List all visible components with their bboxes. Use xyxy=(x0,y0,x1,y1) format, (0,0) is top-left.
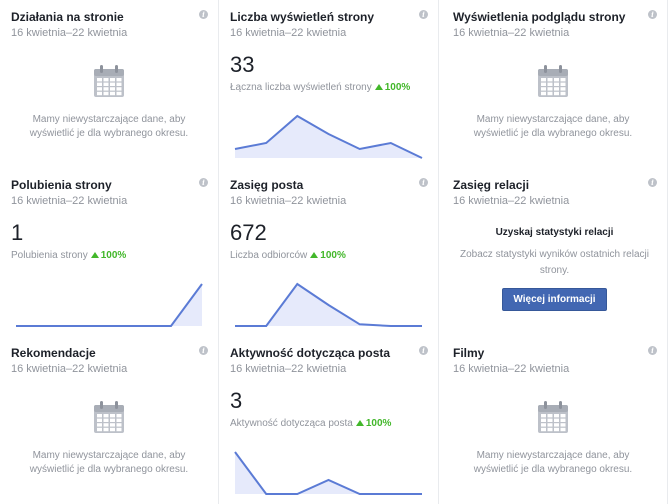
metric-value: 1 xyxy=(11,220,24,245)
arrow-up-icon xyxy=(374,84,383,90)
empty-message: Mamy niewystarczające dane, aby wyświetl… xyxy=(29,114,189,139)
info-icon[interactable]: i xyxy=(648,178,657,187)
more-info-button[interactable]: Więcej informacji xyxy=(502,288,607,311)
card-story-reach[interactable]: Zasięg relacji 16 kwietnia–22 kwietnia i… xyxy=(439,168,667,336)
sparkline-area xyxy=(16,284,202,326)
calendar-icon xyxy=(537,400,569,439)
card-title: Wyświetlenia podglądu strony xyxy=(453,10,626,24)
sparkline-chart xyxy=(235,282,422,327)
calendar-icon xyxy=(93,400,125,439)
metric-change: 100% xyxy=(365,418,392,429)
card-post-reach[interactable]: Zasięg posta 16 kwietnia–22 kwietnia i 6… xyxy=(219,168,438,336)
metric-value: 3 xyxy=(230,388,243,413)
empty-state: Mamy niewystarczające dane, aby wyświetl… xyxy=(439,64,667,141)
card-title: Działania na stronie xyxy=(11,10,124,24)
metric-label-row: Aktywność dotycząca posta 100% xyxy=(230,417,438,430)
info-icon[interactable]: i xyxy=(199,178,208,187)
sparkline-chart xyxy=(16,283,203,327)
card-videos[interactable]: Filmy 16 kwietnia–22 kwietnia i Mamy nie… xyxy=(439,336,667,504)
sparkline-line xyxy=(234,451,422,495)
card-date: 16 kwietnia–22 kwietnia xyxy=(453,363,570,375)
metric-value: 33 xyxy=(230,52,255,77)
info-icon[interactable]: i xyxy=(419,178,428,187)
card-page-likes[interactable]: Polubienia strony 16 kwietnia–22 kwietni… xyxy=(0,168,218,336)
metric-label: Łączna liczba wyświetleń strony xyxy=(230,82,372,93)
empty-message: Mamy niewystarczające dane, aby wyświetl… xyxy=(473,450,633,475)
info-icon[interactable]: i xyxy=(648,10,657,19)
sparkline-chart xyxy=(234,451,422,495)
card-title: Zasięg relacji xyxy=(453,178,530,192)
info-icon[interactable]: i xyxy=(419,10,428,19)
card-title: Zasięg posta xyxy=(230,178,304,192)
info-icon[interactable]: i xyxy=(199,10,208,19)
card-title: Filmy xyxy=(453,346,485,360)
card-title: Polubienia strony xyxy=(11,178,112,192)
metric-label: Aktywność dotycząca posta xyxy=(230,418,353,429)
arrow-up-icon xyxy=(310,252,319,258)
card-recommendations[interactable]: Rekomendacje 16 kwietnia–22 kwietnia i M… xyxy=(0,336,218,504)
card-date: 16 kwietnia–22 kwietnia xyxy=(230,363,347,375)
empty-state: Mamy niewystarczające dane, aby wyświetl… xyxy=(0,64,218,141)
sparkline-area xyxy=(235,116,422,158)
sparkline-area xyxy=(235,452,422,494)
empty-message: Mamy niewystarczające dane, aby wyświetl… xyxy=(29,450,189,475)
sparkline-chart xyxy=(234,114,423,159)
sparkline-line xyxy=(16,283,203,327)
metric-change: 100% xyxy=(320,250,346,261)
card-date: 16 kwietnia–22 kwietnia xyxy=(11,363,128,375)
promo-description: Zobacz statystyki wyników ostatnich rela… xyxy=(460,249,649,276)
card-page-views[interactable]: Liczba wyświetleń strony 16 kwietnia–22 … xyxy=(219,0,438,168)
card-title: Rekomendacje xyxy=(11,346,96,360)
arrow-up-icon xyxy=(90,252,99,258)
card-date: 16 kwietnia–22 kwietnia xyxy=(453,195,570,207)
metric-label-row: Liczba odbiorców 100% xyxy=(230,249,438,262)
card-page-actions[interactable]: Działania na stronie 16 kwietnia–22 kwie… xyxy=(0,0,218,168)
card-title: Aktywność dotycząca posta xyxy=(230,346,391,360)
arrow-up-icon xyxy=(355,420,364,426)
card-title: Liczba wyświetleń strony xyxy=(230,10,375,24)
promo-heading: Uzyskaj statystyki relacji xyxy=(495,227,614,238)
metric-change: 100% xyxy=(100,250,127,261)
empty-message: Mamy niewystarczające dane, aby wyświetl… xyxy=(473,114,633,139)
metric-label-row: Polubienia strony 100% xyxy=(11,249,218,262)
card-page-previews[interactable]: Wyświetlenia podglądu strony 16 kwietnia… xyxy=(439,0,667,168)
sparkline-line xyxy=(234,114,423,159)
metric-label: Polubienia strony xyxy=(11,250,88,261)
card-post-engagement[interactable]: Aktywność dotycząca posta 16 kwietnia–22… xyxy=(219,336,438,504)
card-date: 16 kwietnia–22 kwietnia xyxy=(11,27,128,39)
sparkline-line xyxy=(235,282,422,327)
calendar-icon xyxy=(93,64,125,103)
metric-value: 672 xyxy=(230,220,267,245)
card-date: 16 kwietnia–22 kwietnia xyxy=(230,27,347,39)
info-icon[interactable]: i xyxy=(419,346,428,355)
metric-change: 100% xyxy=(384,82,411,93)
info-icon[interactable]: i xyxy=(199,346,208,355)
card-date: 16 kwietnia–22 kwietnia xyxy=(453,27,570,39)
empty-state: Mamy niewystarczające dane, aby wyświetl… xyxy=(0,400,218,477)
card-date: 16 kwietnia–22 kwietnia xyxy=(230,195,347,207)
metric-label-row: Łączna liczba wyświetleń strony 100% xyxy=(230,81,438,94)
card-date: 16 kwietnia–22 kwietnia xyxy=(11,195,128,207)
info-icon[interactable]: i xyxy=(648,346,657,355)
empty-state: Mamy niewystarczające dane, aby wyświetl… xyxy=(439,400,667,477)
story-promo: Uzyskaj statystyki relacji Zobacz statys… xyxy=(453,227,667,311)
metric-label: Liczba odbiorców xyxy=(230,250,308,261)
calendar-icon xyxy=(537,64,569,103)
